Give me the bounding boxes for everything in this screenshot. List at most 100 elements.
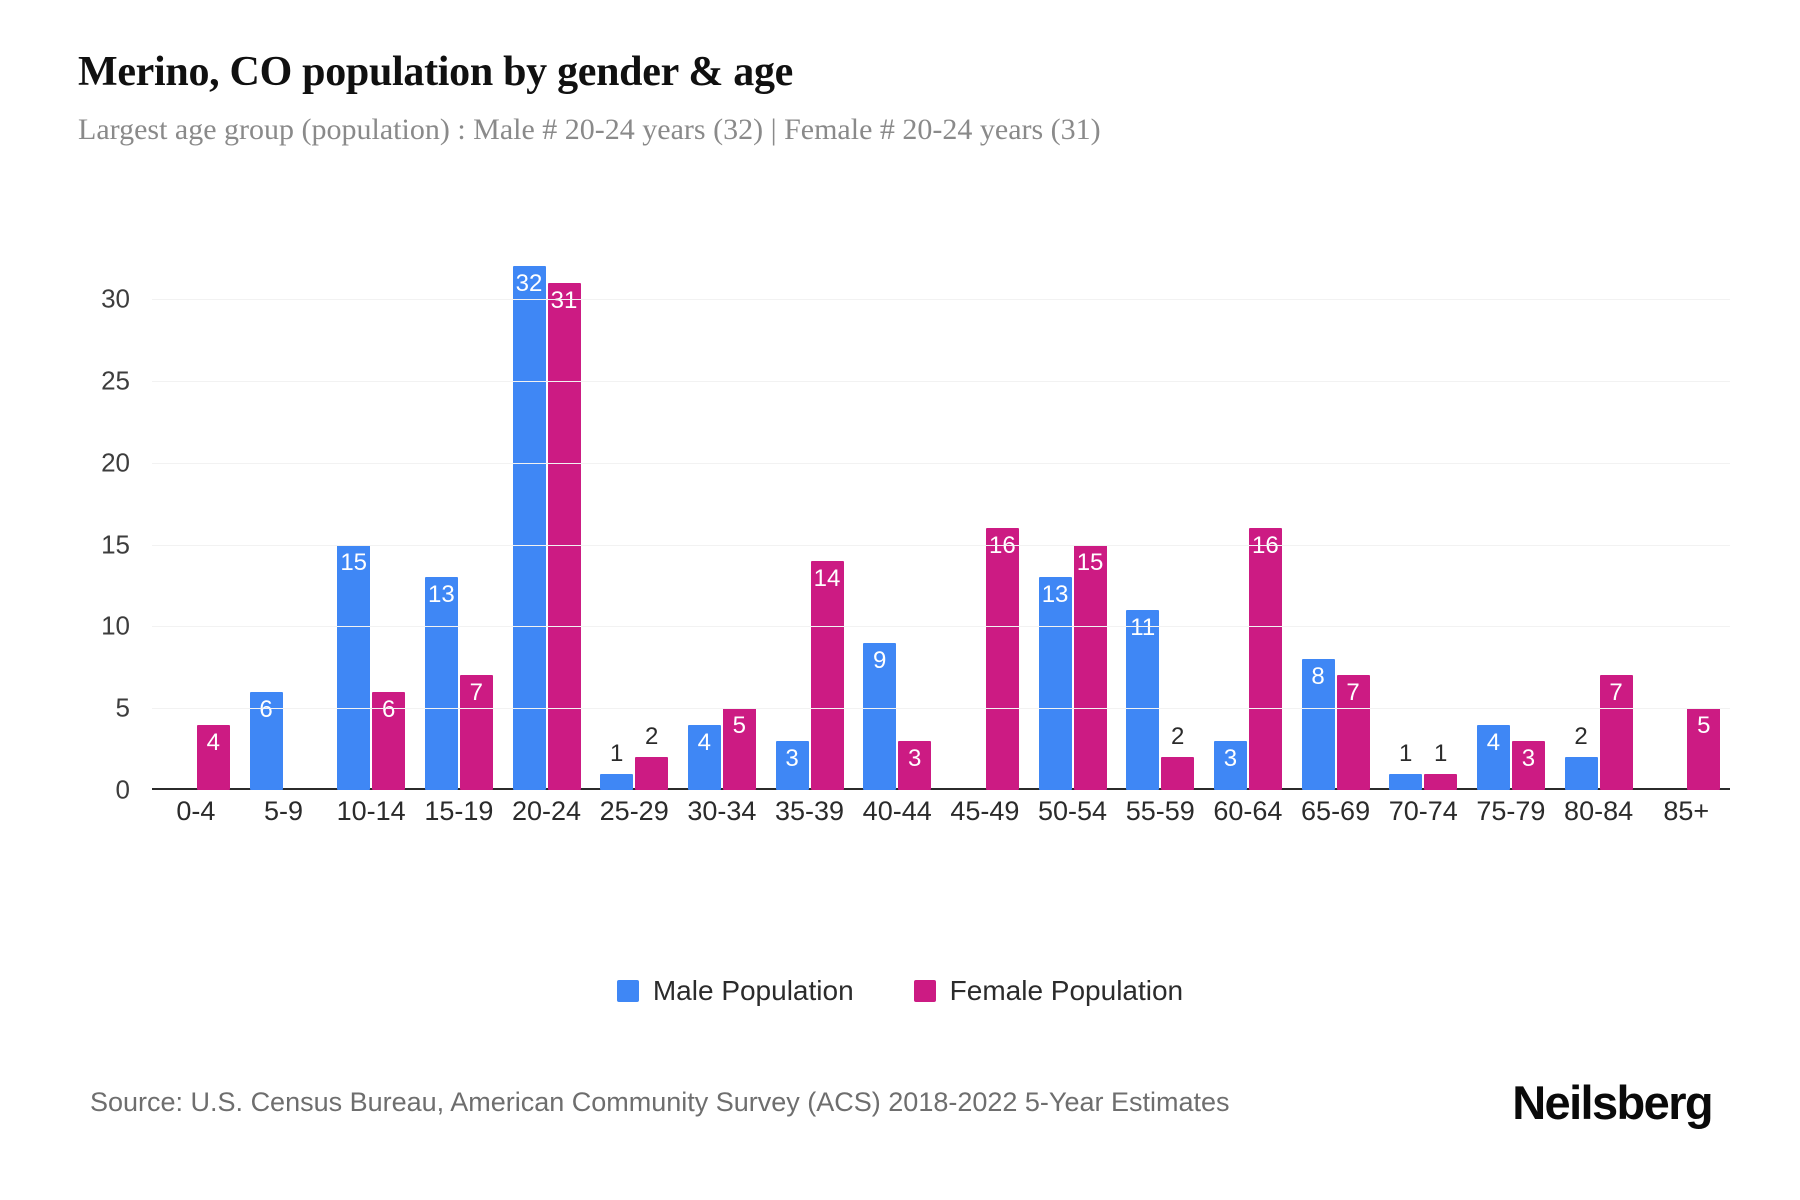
legend-item[interactable]: Male Population [616,975,854,1007]
bar-female[interactable]: 2 [1161,725,1195,790]
legend-swatch-icon [913,980,936,1002]
bar-value-label: 13 [1041,581,1069,609]
x-axis-tick-label: 50-54 [1038,796,1108,826]
source-note: Source: U.S. Census Bureau, American Com… [90,1087,1230,1117]
bar-value-label: 14 [813,564,841,592]
brand-logo: Neilsberg [1512,1076,1713,1129]
x-axis-tick-label: 0-4 [176,796,216,826]
gridline [152,380,1730,382]
bar-value-label: 3 [1223,744,1238,772]
bar-value-label: 6 [259,695,273,723]
y-axis: 0 5 10 15 20 25 30 [0,250,152,805]
x-axis-tick-label: 15-19 [424,796,494,826]
bar-female[interactable]: 7 [459,675,493,790]
x-axis-tick-label: 70-74 [1388,796,1458,826]
bar-female[interactable]: 6 [372,691,406,790]
y-axis-tick-label: 15 [101,529,130,560]
y-axis-tick-label: 25 [101,365,130,396]
bar-male[interactable]: 8 [1301,659,1335,790]
bar-male[interactable]: 15 [337,544,371,790]
bar-male[interactable]: 13 [424,577,458,790]
bar-female[interactable]: 5 [1687,708,1721,790]
grid-area: 4 6 15 6 13 7 32 31 1 2 4 5 3 14 9 3 16 13 15 11 2 3 16 8 7 1 1 4 3 2… [152,250,1730,790]
bar-value-label: 1 [1399,739,1413,767]
bar-male[interactable]: 3 [775,740,809,790]
y-axis-tick-label: 5 [115,692,130,723]
bar-female[interactable]: 16 [1248,528,1282,790]
bar-value-label: 9 [873,646,887,674]
gridline [152,462,1730,464]
bar-value-label: 16 [989,532,1016,560]
bar-value-label: 16 [1252,532,1279,560]
y-axis-tick-label: 0 [115,774,130,805]
bar-male[interactable]: 9 [863,642,897,790]
bar-value-label: 5 [732,712,747,740]
bar-female[interactable]: 3 [898,740,932,790]
bar-value-label: 7 [469,679,484,707]
bar-female[interactable]: 2 [635,725,669,790]
x-axis-tick-label: 5-9 [263,796,304,826]
bar-group: 32 31 [503,250,591,790]
x-axis-tick-label: 35-39 [775,796,845,826]
x-axis-tick-label: 20-24 [511,796,582,826]
bar-female[interactable]: 5 [722,708,756,790]
bar-female[interactable]: 15 [1073,544,1107,790]
bar-male[interactable]: 32 [512,266,546,790]
bar-female[interactable]: 7 [1336,675,1370,790]
bar-male[interactable]: 3 [1213,740,1247,790]
bar-value-label: 7 [1346,679,1360,707]
x-axis-tick-label: 10-14 [336,796,406,826]
bar-value-label: 2 [1171,723,1185,751]
y-axis-tick-label: 10 [101,610,130,641]
bar-male[interactable]: 13 [1038,577,1072,790]
y-axis-tick-label: 20 [101,447,130,478]
bar-male[interactable]: 11 [1126,610,1160,790]
legend-label: Female Population [949,975,1184,1006]
bar-value-label: 1 [1434,739,1448,767]
bar-value-label: 32 [515,270,543,298]
legend-item[interactable]: Female Population [913,975,1184,1007]
bar-female[interactable]: 31 [547,282,581,790]
bar-female[interactable]: 3 [1511,740,1545,790]
bar-female[interactable]: 7 [1599,675,1633,790]
chart-header: Merino, CO population by gender & age La… [78,48,1718,148]
legend-label: Male Population [652,975,854,1006]
bar-value-label: 15 [340,548,368,576]
x-axis-tick-label: 80-84 [1564,796,1634,826]
bar-value-label: 7 [1609,679,1623,707]
bar-male[interactable]: 4 [687,724,721,790]
bar-male[interactable]: 1 [1389,741,1423,790]
bar-value-label: 6 [381,695,396,723]
bar-value-label: 4 [206,728,221,756]
bar-male[interactable]: 6 [249,691,283,790]
x-axis-line [152,788,1730,790]
gridline [152,544,1730,546]
bar-male[interactable]: 4 [1476,724,1510,790]
bar-value-label: 13 [427,581,455,609]
chart-subtitle: Largest age group (population) : Male # … [78,112,1101,146]
bar-value-label: 1 [610,739,624,767]
plot-area: 0 5 10 15 20 25 30 4 6 15 6 13 7 32 31 1 2 4 5 3 14 9 3 16 13 15… [0,250,1800,910]
bar-female[interactable]: 14 [810,560,844,790]
x-axis-tick-label: 85+ [1663,796,1710,826]
x-axis-tick-label: 30-34 [687,796,757,826]
bar-male[interactable]: 2 [1564,725,1598,790]
legend-swatch-icon [616,980,639,1002]
bar-value-label: 2 [1574,723,1588,751]
x-axis-tick-label: 25-29 [599,796,669,826]
bar-value-label: 3 [1521,744,1536,772]
gridline [152,626,1730,628]
bar-female[interactable]: 1 [1424,741,1458,790]
bar-value-label: 5 [1697,712,1711,740]
bar-female[interactable]: 4 [196,724,230,790]
bar-female[interactable]: 16 [985,528,1019,790]
bar-value-label: 31 [550,286,578,314]
bar-group: 13 15 [1029,250,1117,790]
bar-value-label: 3 [785,744,799,772]
bar-male[interactable]: 1 [600,741,634,790]
bar-value-label: 15 [1076,548,1104,576]
bar-value-label: 8 [1311,663,1325,691]
bar-value-label: 3 [908,744,922,772]
x-axis-tick-label: 40-44 [862,796,932,826]
x-axis-tick-label: 75-79 [1476,796,1546,826]
